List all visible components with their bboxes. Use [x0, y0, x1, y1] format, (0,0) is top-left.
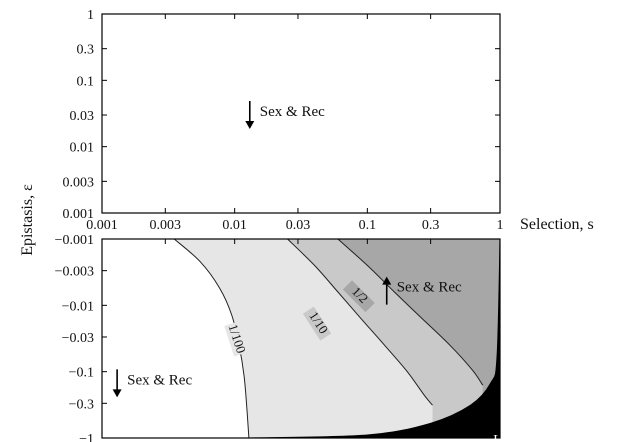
annotations: Sex & Rec Sex & Rec Sex & Rec Lethal	[112, 101, 529, 442]
y-top-tick-label-5: 0.003	[63, 175, 95, 190]
top-annotation-0-arrow-down-icon	[245, 121, 255, 130]
y-bottom-tick-label-3: −0.03	[62, 331, 94, 346]
negative-panel-contours: 1/100 1/101/2	[173, 238, 501, 439]
y-bottom-tick-label-0: −0.001	[55, 233, 94, 248]
y-axis-title: Epistasis, ε	[19, 184, 36, 256]
y-top-tick-label-4: 0.01	[70, 141, 95, 156]
x-axis-title: Selection, s	[520, 216, 594, 233]
y-bottom-tick-label-5: −0.3	[69, 397, 94, 412]
y-bottom-tick-label-6: −1	[79, 432, 94, 442]
y-top-tick-label-2: 0.1	[77, 74, 95, 89]
x-tick-label-6: 1	[497, 218, 504, 233]
top-panel-frame	[101, 13, 501, 214]
x-tick-label-1: 0.003	[150, 218, 182, 233]
y-top-tick-label-0: 1	[87, 8, 94, 23]
region-below-hundredth	[102, 239, 249, 438]
top-annotation-0-label: Sex & Rec	[260, 104, 325, 120]
bottom-annotation-0-label: Sex & Rec	[397, 280, 462, 296]
contour-label-bg-1	[224, 322, 247, 357]
lethal-boundary-line	[248, 238, 501, 439]
lethal-region	[248, 239, 500, 438]
bottom-panel-frame	[101, 238, 501, 439]
contour-line-3	[337, 238, 484, 386]
y-bottom-tick-label-1: −0.003	[55, 265, 94, 280]
y-top-tick-label-1: 0.3	[77, 43, 95, 58]
bottom-annotation-1-label: Sex & Rec	[127, 372, 192, 388]
contour-line-2	[287, 238, 433, 406]
bottom-annotation-0-arrow-up-icon	[382, 276, 392, 285]
contour-label-bg-3	[342, 280, 375, 313]
bottom-y-axis: −0.001 −0.003 −0.01 −0.03 −0.1 −0.3 −1	[55, 233, 107, 442]
negative-panel-regions	[102, 239, 500, 438]
contour-label-bg-2	[302, 306, 332, 341]
x-tick-label-2: 0.01	[222, 218, 247, 233]
panel-frames	[101, 13, 501, 439]
lethal-label: Lethal	[493, 433, 529, 442]
x-tick-label-5: 0.3	[422, 218, 440, 233]
y-top-tick-label-3: 0.03	[70, 109, 95, 124]
top-y-axis: 1 0.3 0.1 0.03 0.01 0.003 0.001	[63, 8, 500, 222]
y-bottom-tick-label-4: −0.1	[69, 366, 94, 381]
y-bottom-tick-label-2: −0.01	[62, 299, 94, 314]
x-axis: 0.001 0.003 0.01 0.03 0.1 0.3 1	[86, 14, 504, 244]
y-top-tick-label-6: 0.001	[63, 207, 95, 222]
bottom-annotation-1-arrow-down-icon	[112, 389, 122, 398]
x-tick-label-0: 0.001	[86, 218, 118, 233]
x-tick-label-4: 0.1	[359, 218, 377, 233]
x-tick-label-3: 0.03	[286, 218, 311, 233]
